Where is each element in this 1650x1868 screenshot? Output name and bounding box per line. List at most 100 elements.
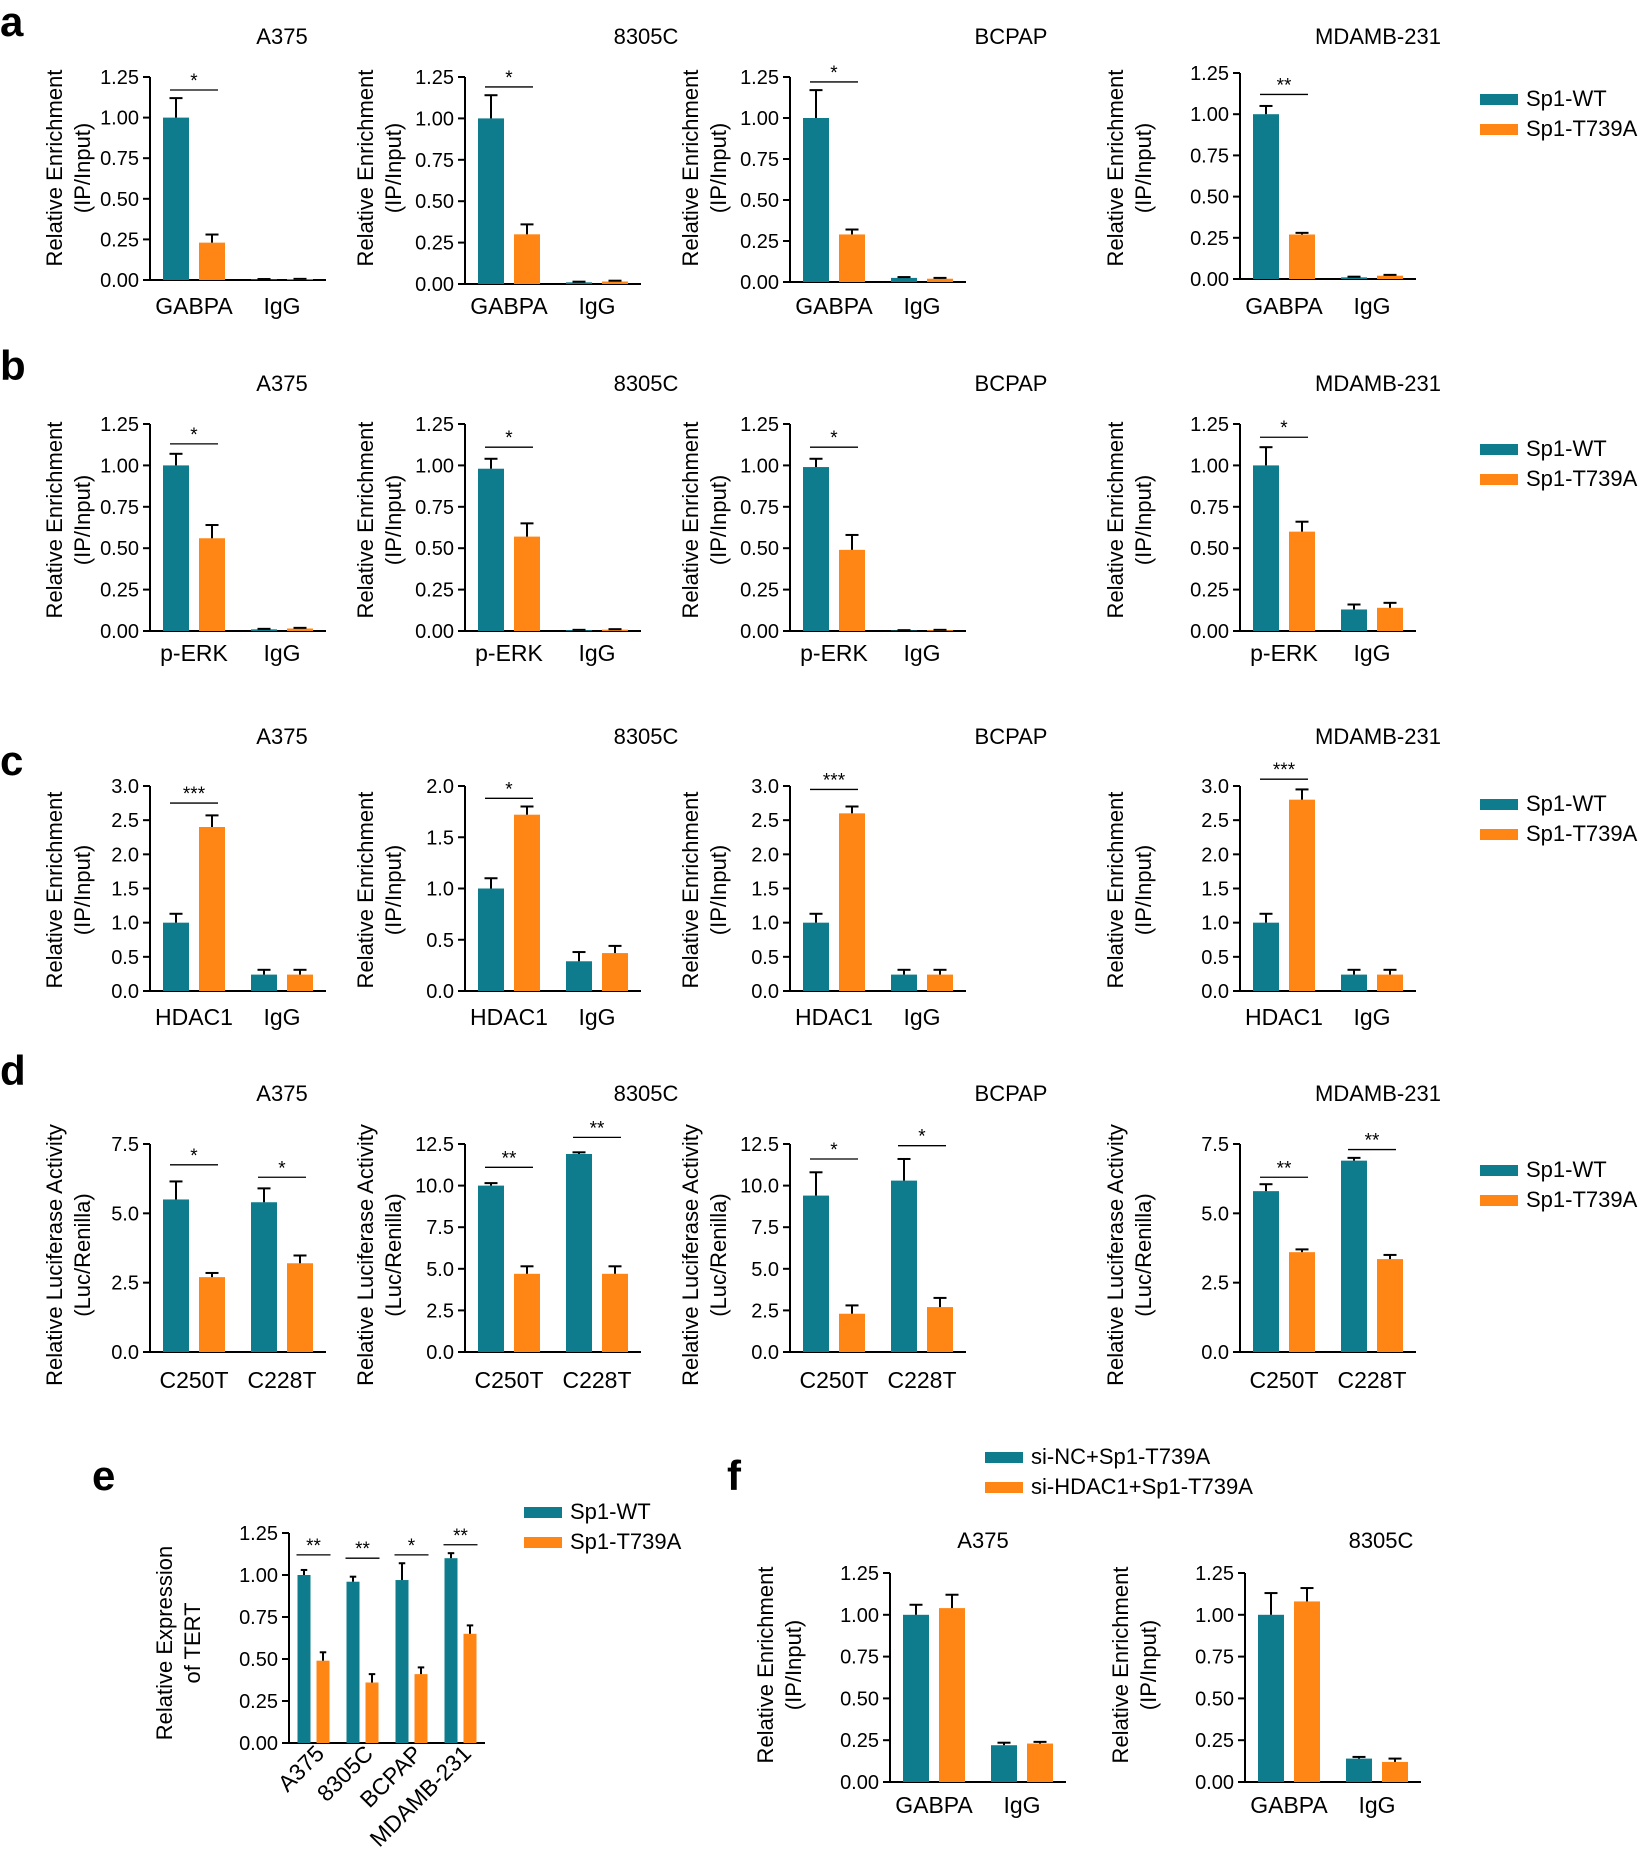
- bar-series1: [395, 1580, 409, 1743]
- chart-a3: BCPAP Relative Enrichment (IP/Input) 0.00 0.…: [678, 24, 1047, 319]
- chart-title: 8305C: [614, 724, 679, 749]
- x-category-label: IgG: [578, 640, 615, 666]
- x-category-label: IgG: [903, 293, 940, 319]
- bar-series1: [566, 1153, 592, 1352]
- bar-series1: [478, 1185, 504, 1352]
- significance-label: *: [408, 1536, 416, 1557]
- x-category-label: IgG: [903, 1004, 940, 1030]
- bar-series1: [891, 277, 917, 282]
- y-tick-label: 1.5: [111, 879, 139, 901]
- y-axis-label-line: (IP/Input): [706, 123, 731, 213]
- legend-label-wt: Sp1-WT: [1526, 436, 1607, 461]
- y-axis-label-line: Relative Enrichment: [1108, 1567, 1133, 1764]
- y-axis-label-line: Relative Luciferase Activity: [42, 1124, 67, 1386]
- bar-series2: [1377, 275, 1403, 279]
- chart-title: A375: [256, 1081, 307, 1106]
- x-category-label: p-ERK: [475, 640, 543, 666]
- y-tick-label: 1.00: [1190, 455, 1229, 477]
- bar-series1: [891, 1180, 917, 1352]
- legend-label-mut: Sp1-T739A: [1526, 1187, 1638, 1212]
- bar-series1: [297, 1575, 311, 1743]
- bar-series1: [1253, 114, 1279, 279]
- bar-series2: [1294, 1601, 1320, 1782]
- x-category-label: IgG: [263, 293, 300, 319]
- bar-series1: [478, 118, 504, 285]
- bar-series1: [1253, 922, 1279, 991]
- y-axis-label: Relative Enrichment (IP/Input): [678, 792, 731, 989]
- legend-label-mut: Sp1-T739A: [1526, 116, 1638, 141]
- chart-title: BCPAP: [975, 371, 1048, 396]
- significance-label: *: [830, 63, 838, 84]
- y-tick-label: 1.00: [740, 108, 779, 130]
- legend-swatch-f2: [985, 1482, 1023, 1493]
- y-tick-label: 0.0: [111, 1342, 139, 1364]
- chart-d3: BCPAP Relative Luciferase Activity (Luc/Re…: [678, 1081, 1047, 1393]
- y-tick-label: 0.0: [426, 981, 454, 1003]
- y-tick-label: 2.5: [1201, 810, 1229, 832]
- bar-series1: [566, 282, 592, 284]
- y-tick-label: 5.0: [1201, 1203, 1229, 1225]
- x-category-label: GABPA: [795, 293, 873, 319]
- legend-label-f1: si-NC+Sp1-T739A: [1031, 1444, 1210, 1469]
- y-axis-label: Relative Enrichment (IP/Input): [353, 422, 406, 619]
- bar-series2: [927, 278, 953, 282]
- y-axis-label: Relative Enrichment (IP/Input): [1103, 792, 1156, 989]
- y-tick-label: 1.25: [100, 67, 139, 89]
- x-category-label: HDAC1: [1245, 1004, 1323, 1030]
- x-category-label: IgG: [903, 640, 940, 666]
- y-axis-label: Relative Enrichment (IP/Input): [42, 422, 95, 619]
- bar-series2: [602, 281, 628, 284]
- y-tick-label: 12.5: [740, 1134, 779, 1156]
- bar-series2: [514, 234, 540, 284]
- bar-series1: [991, 1745, 1017, 1782]
- significance-label: *: [505, 428, 513, 449]
- x-category-label: IgG: [263, 1004, 300, 1030]
- y-tick-label: 1.25: [415, 67, 454, 89]
- y-tick-label: 1.00: [239, 1565, 278, 1587]
- significance-label: **: [306, 1536, 321, 1557]
- bar-series1: [444, 1558, 458, 1743]
- y-axis-label-line: (IP/Input): [1131, 845, 1156, 935]
- y-tick-label: 0.25: [1190, 228, 1229, 250]
- y-tick-label: 2.0: [751, 844, 779, 866]
- bar-series2: [316, 1660, 330, 1743]
- legend-c: Sp1-WT Sp1-T739A: [1480, 791, 1638, 846]
- y-axis-label-line: (IP/Input): [381, 845, 406, 935]
- bar-series1: [803, 1195, 829, 1352]
- y-tick-label: 7.5: [111, 1134, 139, 1156]
- significance-label: **: [1277, 1158, 1292, 1179]
- bar-series2: [1377, 974, 1403, 991]
- significance-label: *: [1280, 418, 1288, 439]
- bar-series1: [803, 467, 829, 631]
- chart-title: MDAMB-231: [1315, 724, 1441, 749]
- y-axis-label-line: (Luc/Renilla): [381, 1193, 406, 1317]
- y-axis-label: Relative Enrichment (IP/Input): [753, 1567, 806, 1764]
- bar-series2: [839, 813, 865, 991]
- y-tick-label: 0.00: [415, 621, 454, 643]
- x-category-label: HDAC1: [470, 1004, 548, 1030]
- y-axis-label: Relative Enrichment (IP/Input): [1103, 422, 1156, 619]
- legend-label-mut: Sp1-T739A: [1526, 466, 1638, 491]
- y-tick-label: 0.00: [740, 621, 779, 643]
- chart-d4: MDAMB-231 Relative Luciferase Activity (Lu…: [1103, 1081, 1441, 1393]
- x-category-label: IgG: [1003, 1792, 1040, 1818]
- y-tick-label: 0.25: [1190, 580, 1229, 602]
- y-tick-label: 1.5: [1201, 879, 1229, 901]
- bar-series1: [251, 974, 277, 991]
- bar-series2: [199, 827, 225, 991]
- significance-label: *: [505, 779, 513, 800]
- bar-series1: [803, 922, 829, 991]
- x-category-label: IgG: [263, 640, 300, 666]
- y-axis-label-line: Relative Enrichment: [353, 792, 378, 989]
- y-tick-label: 0.00: [1195, 1772, 1234, 1794]
- bar-series1: [251, 629, 277, 631]
- y-tick-label: 5.0: [426, 1259, 454, 1281]
- chart-title: 8305C: [614, 1081, 679, 1106]
- bar-series2: [1382, 1761, 1408, 1782]
- y-axis-label-line: (IP/Input): [381, 123, 406, 213]
- y-tick-label: 0.0: [426, 1342, 454, 1364]
- bar-series2: [287, 1263, 313, 1352]
- y-axis-label-line: Relative Enrichment: [42, 792, 67, 989]
- x-category-label: IgG: [1353, 640, 1390, 666]
